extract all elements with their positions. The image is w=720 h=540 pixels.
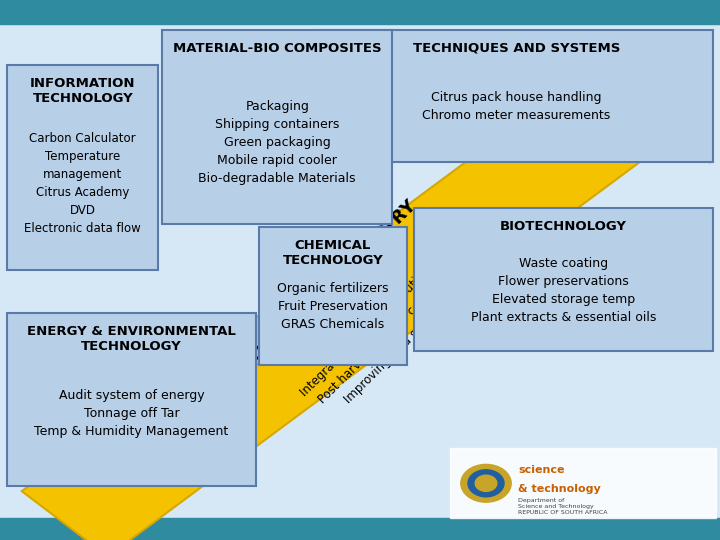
Text: BIOTECHNOLOGY: BIOTECHNOLOGY [500,220,627,233]
FancyBboxPatch shape [7,313,256,486]
Polygon shape [450,448,716,518]
Text: Citrus pack house handling
Chromo meter measurements: Citrus pack house handling Chromo meter … [423,91,611,122]
FancyBboxPatch shape [320,30,713,162]
Text: Organic fertilizers
Fruit Preservation
GRAS Chemicals: Organic fertilizers Fruit Preservation G… [277,282,389,331]
Text: ENERGY & ENVIRONMENTAL
TECHNOLOGY: ENERGY & ENVIRONMENTAL TECHNOLOGY [27,325,236,353]
Text: Department of
Science and Technology
REPUBLIC OF SOUTH AFRICA: Department of Science and Technology REP… [518,498,608,515]
Polygon shape [0,0,720,24]
Text: Waste coating
Flower preservations
Elevated storage temp
Plant extracts & essent: Waste coating Flower preservations Eleva… [471,258,656,325]
Text: FRESH FRUIT INDUSTRY: FRESH FRUIT INDUSTRY [236,197,420,379]
FancyBboxPatch shape [162,30,392,224]
Text: TECHNIQUES AND SYSTEMS: TECHNIQUES AND SYSTEMS [413,42,621,55]
FancyBboxPatch shape [414,208,713,351]
Text: MATERIAL-BIO COMPOSITES: MATERIAL-BIO COMPOSITES [173,42,382,55]
Circle shape [461,464,511,502]
Circle shape [475,475,497,491]
FancyBboxPatch shape [7,65,158,270]
Polygon shape [0,518,720,540]
Circle shape [468,470,504,497]
Text: CHEMICAL
TECHNOLOGY: CHEMICAL TECHNOLOGY [283,239,383,267]
FancyBboxPatch shape [259,227,407,364]
Text: science: science [518,465,565,475]
Text: & technology: & technology [518,484,601,494]
Text: Packaging
Shipping containers
Green packaging
Mobile rapid cooler
Bio-degradable: Packaging Shipping containers Green pack… [199,100,356,185]
Polygon shape [22,44,711,540]
Text: Carbon Calculator
Temperature
management
Citrus Academy
DVD
Electronic data flow: Carbon Calculator Temperature management… [24,132,141,235]
Text: INFORMATION
TECHNOLOGY: INFORMATION TECHNOLOGY [30,77,135,105]
Text: Audit system of energy
Tonnage off Tar
Temp & Humidity Management: Audit system of energy Tonnage off Tar T… [35,389,228,438]
Text: Integrated packaging solutions
Post harvest disease control
Improving food safet: Integrated packaging solutions Post harv… [297,261,462,425]
